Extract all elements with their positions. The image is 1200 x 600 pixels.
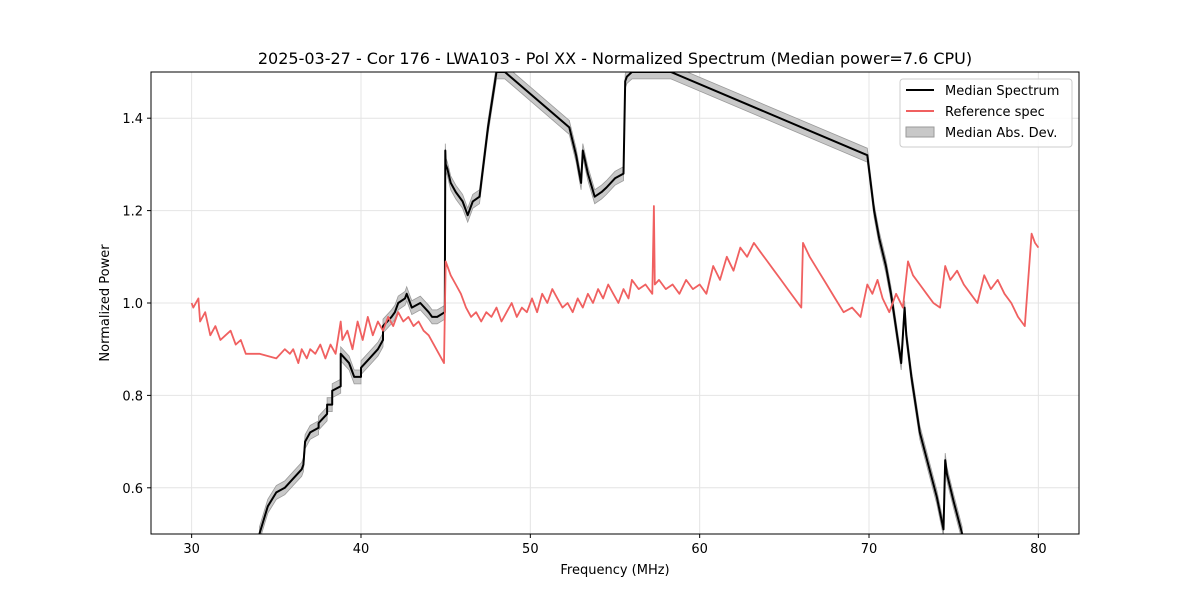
axis-ticks: 30 40 50 60 70 80 0.6 0.8 1.0 1.2 1.4 [122, 112, 1046, 557]
x-tick-label: 40 [353, 542, 370, 557]
legend-box [899, 78, 1073, 148]
series-reference-spec [190, 205, 1040, 365]
x-axis-label: Frequency (MHz) [560, 563, 669, 578]
y-tick-label: 0.6 [122, 482, 143, 497]
x-tick-label: 60 [691, 542, 708, 557]
y-axis-label: Normalized Power [98, 244, 113, 362]
y-tick-label: 1.4 [122, 112, 143, 127]
x-tick-label: 50 [522, 542, 539, 557]
data-area [190, 72, 1040, 534]
legend: Median Spectrum Reference spec Median Ab… [899, 78, 1073, 148]
x-tick-label: 70 [861, 542, 878, 557]
legend-reference-label: Reference spec [945, 105, 1045, 120]
series-median-spectrum [258, 72, 964, 534]
legend-median-label: Median Spectrum [945, 84, 1059, 99]
chart-title: 2025-03-27 - Cor 176 - LWA103 - Pol XX -… [258, 49, 972, 68]
x-tick-label: 30 [183, 542, 200, 557]
x-tick-label: 80 [1030, 542, 1047, 557]
y-tick-label: 1.0 [122, 297, 143, 312]
legend-mad-label: Median Abs. Dev. [945, 126, 1057, 141]
legend-mad-swatch [905, 126, 935, 138]
y-tick-label: 1.2 [122, 205, 143, 220]
y-tick-label: 0.8 [122, 389, 143, 404]
